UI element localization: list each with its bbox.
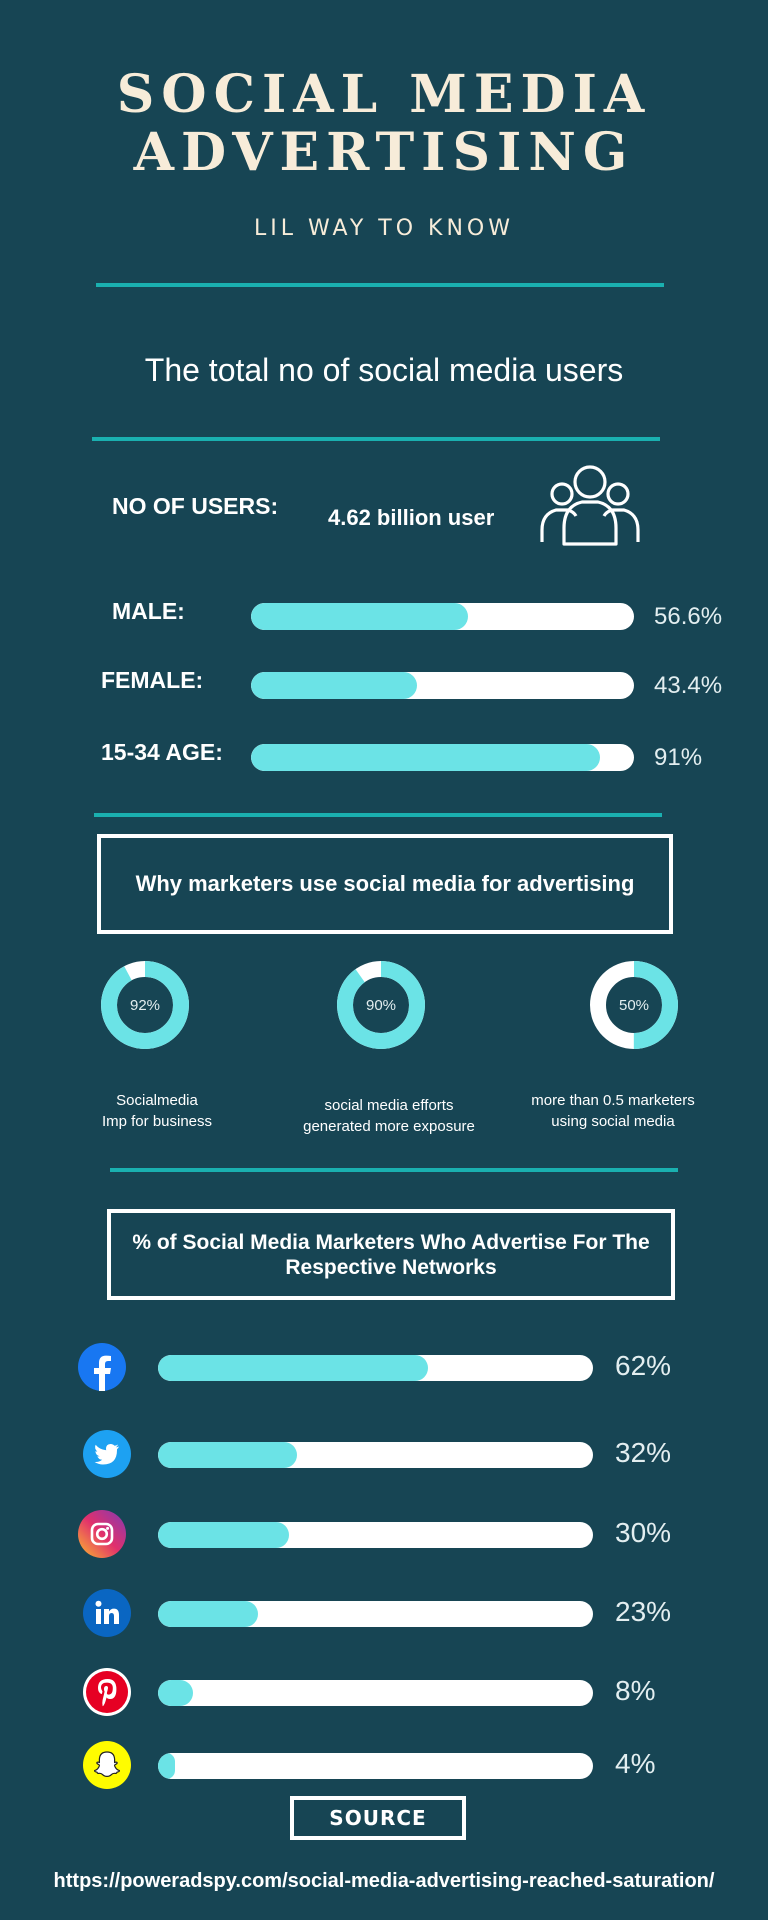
network-bar-track (158, 1680, 593, 1706)
donut-caption-line: Socialmedia (116, 1092, 198, 1109)
network-bar-track (158, 1442, 593, 1468)
donut-chart: 92% (99, 959, 191, 1051)
demographic-value: 43.4% (654, 672, 723, 699)
network-value: 32% (615, 1437, 672, 1468)
source-url[interactable]: https://poweradspy.com/social-media-adve… (53, 1870, 715, 1892)
donut-caption: more than 0.5 marketers using social medi… (513, 1090, 713, 1132)
demographic-bar-track (251, 744, 634, 771)
network-value: 30% (615, 1517, 672, 1548)
network-bar-fill (158, 1753, 176, 1779)
network-bar-fill (158, 1601, 259, 1627)
divider (94, 813, 662, 817)
network-bar-track (158, 1753, 593, 1779)
demographic-bar-track (251, 672, 634, 699)
network-bar-fill (158, 1442, 298, 1468)
no-of-users-label: NO OF USERS: (112, 493, 279, 519)
demographic-label: MALE: (112, 598, 185, 624)
users-heading: The total no of social media users (144, 352, 624, 388)
demographic-bar-track (251, 603, 634, 630)
divider (110, 1168, 678, 1172)
donut-arc (101, 961, 189, 1049)
no-of-users-value: 4.62 billion user (328, 505, 495, 530)
divider (92, 437, 660, 441)
marketers-heading: Why marketers use social media for adver… (135, 871, 635, 896)
donut-arc (590, 961, 678, 1049)
demographic-bar-fill (251, 603, 468, 630)
demographic-value: 56.6% (654, 603, 723, 630)
source-button[interactable]: SOURCE (290, 1796, 466, 1840)
linkedin-icon (83, 1589, 131, 1637)
donut-caption-line: Imp for business (101, 1113, 213, 1130)
demographic-label: 15-34 AGE: (101, 739, 223, 765)
instagram-icon (78, 1510, 126, 1558)
donut-value: 92% (129, 996, 161, 1014)
pinterest-icon (83, 1668, 131, 1716)
twitter-icon (83, 1430, 131, 1478)
donut-caption-line: using social media (551, 1113, 675, 1130)
source-label: SOURCE (329, 1806, 427, 1830)
network-value: 4% (615, 1748, 656, 1779)
snapchat-icon (83, 1741, 131, 1789)
subtitle: LIL WAY TO KNOW (253, 216, 515, 241)
title-line-2: ADVERTISING (133, 122, 635, 183)
networks-heading-box: % of Social Media Marketers Who Advertis… (107, 1209, 675, 1300)
donut-arc (337, 961, 425, 1049)
demographic-label: FEMALE: (101, 667, 204, 693)
donut-caption-line: generated more exposure (303, 1118, 475, 1135)
donut-caption: social media efforts generated more expos… (289, 1095, 489, 1137)
facebook-icon (78, 1343, 126, 1391)
marketers-heading-box: Why marketers use social media for adver… (97, 834, 673, 934)
network-bar-fill (158, 1522, 289, 1548)
donut-value: 50% (618, 996, 650, 1014)
donut-caption-line: more than 0.5 marketers (531, 1092, 695, 1109)
demographic-bar-fill (251, 744, 600, 771)
network-value: 23% (615, 1596, 672, 1627)
demographic-value: 91% (654, 744, 703, 771)
donut-chart: 50% (588, 959, 680, 1051)
network-value: 8% (615, 1675, 656, 1706)
donut-chart: 90% (335, 959, 427, 1051)
networks-heading: % of Social Media Marketers Who Advertis… (132, 1230, 650, 1279)
donut-value: 90% (365, 996, 397, 1014)
divider (96, 283, 664, 287)
donut-caption: Socialmedia Imp for business (57, 1090, 257, 1132)
network-bar-track (158, 1522, 593, 1548)
users-group-icon (538, 462, 642, 546)
network-bar-track (158, 1601, 593, 1627)
network-bar-fill (158, 1355, 428, 1381)
demographic-bar-fill (251, 672, 418, 699)
donut-caption-line: social media efforts (324, 1097, 454, 1114)
network-value: 62% (615, 1350, 672, 1381)
network-bar-track (158, 1355, 593, 1381)
network-bar-fill (158, 1680, 193, 1706)
title-line-1: SOCIAL MEDIA (116, 64, 652, 125)
